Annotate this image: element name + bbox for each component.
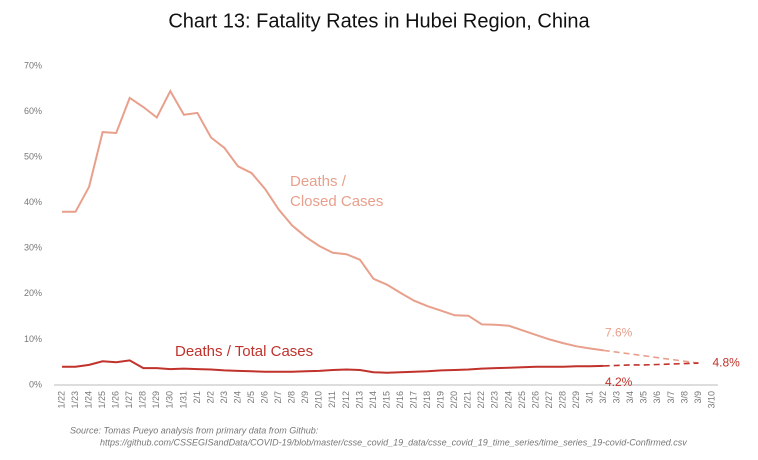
- x-tick-label: 2/27: [544, 391, 554, 409]
- series-label: Deaths / Total Cases: [175, 343, 314, 360]
- x-tick-label: 3/2: [598, 391, 608, 404]
- x-tick-label: 3/4: [625, 391, 635, 404]
- x-tick-label: 2/16: [395, 391, 405, 409]
- x-tick-label: 1/24: [83, 391, 93, 409]
- x-tick-label: 2/24: [503, 391, 513, 409]
- x-tick-label: 1/31: [178, 391, 188, 409]
- x-tick-label: 3/7: [666, 391, 676, 404]
- x-tick-label: 2/28: [557, 391, 567, 409]
- x-tick-label: 2/2: [205, 391, 215, 404]
- x-tick-label: 1/28: [138, 391, 148, 409]
- x-tick-label: 2/19: [436, 391, 446, 409]
- x-tick-label: 1/25: [97, 391, 107, 409]
- x-tick-label: 2/20: [449, 391, 459, 409]
- x-tick-label: 3/8: [679, 391, 689, 404]
- x-tick-label: 3/9: [693, 391, 703, 404]
- x-tick-label: 2/26: [530, 391, 540, 409]
- value-label: 4.8%: [712, 355, 740, 369]
- x-tick-label: 2/1: [192, 391, 202, 404]
- y-tick-label: 70%: [24, 60, 42, 70]
- x-tick-label: 2/22: [476, 391, 486, 409]
- x-tick-label: 2/5: [246, 391, 256, 404]
- y-tick-label: 30%: [24, 243, 42, 253]
- series-line: [62, 359, 604, 374]
- y-tick-label: 20%: [24, 288, 42, 298]
- x-tick-label: 2/10: [314, 391, 324, 409]
- x-tick-label: 2/29: [571, 391, 581, 409]
- x-tick-label: 3/5: [639, 391, 649, 404]
- x-tick-label: 1/29: [151, 391, 161, 409]
- x-tick-label: 2/14: [368, 391, 378, 409]
- x-tick-label: 2/13: [354, 391, 364, 409]
- x-tick-label: 2/17: [408, 391, 418, 409]
- x-tick-label: 1/30: [165, 391, 175, 409]
- x-tick-label: 2/7: [273, 391, 283, 404]
- x-tick-label: 2/15: [381, 391, 391, 409]
- y-tick-label: 50%: [24, 152, 42, 162]
- x-tick-label: 2/12: [341, 391, 351, 409]
- x-tick-label: 2/18: [422, 391, 432, 409]
- x-tick-label: 3/3: [612, 391, 622, 404]
- x-tick-label: 1/23: [70, 391, 80, 409]
- x-tick-label: 2/23: [490, 391, 500, 409]
- projection-line: [603, 349, 699, 364]
- x-tick-label: 2/25: [517, 391, 527, 409]
- series-label: Deaths / Closed Cases: [290, 173, 384, 210]
- x-tick-label: 2/21: [463, 391, 473, 409]
- series-line: [62, 89, 604, 352]
- x-tick-label: 1/27: [124, 391, 134, 409]
- source-line: https://github.com/CSSEGISandData/COVID-…: [100, 437, 687, 447]
- x-tick-label: 2/8: [287, 391, 297, 404]
- x-tick-label: 1/22: [56, 391, 66, 409]
- source-line: Source: Tomas Pueyo analysis from primar…: [70, 425, 319, 435]
- y-tick-label: 60%: [24, 106, 42, 116]
- y-tick-label: 40%: [24, 197, 42, 207]
- x-tick-label: 1/26: [111, 391, 121, 409]
- value-label: 7.6%: [605, 326, 633, 340]
- chart-title: Chart 13: Fatality Rates in Hubei Region…: [168, 10, 590, 32]
- x-tick-label: 3/1: [585, 391, 595, 404]
- x-tick-label: 2/9: [300, 391, 310, 404]
- x-tick-label: 3/10: [706, 391, 716, 409]
- x-tick-label: 3/6: [652, 391, 662, 404]
- x-tick-label: 2/6: [260, 391, 270, 404]
- x-tick-label: 2/4: [232, 391, 242, 404]
- value-label: 4.2%: [605, 375, 633, 389]
- projection-line: [603, 362, 699, 367]
- y-tick-label: 10%: [24, 334, 42, 344]
- x-tick-label: 2/3: [219, 391, 229, 404]
- y-tick-label: 0%: [29, 379, 42, 389]
- x-tick-label: 2/11: [327, 391, 337, 408]
